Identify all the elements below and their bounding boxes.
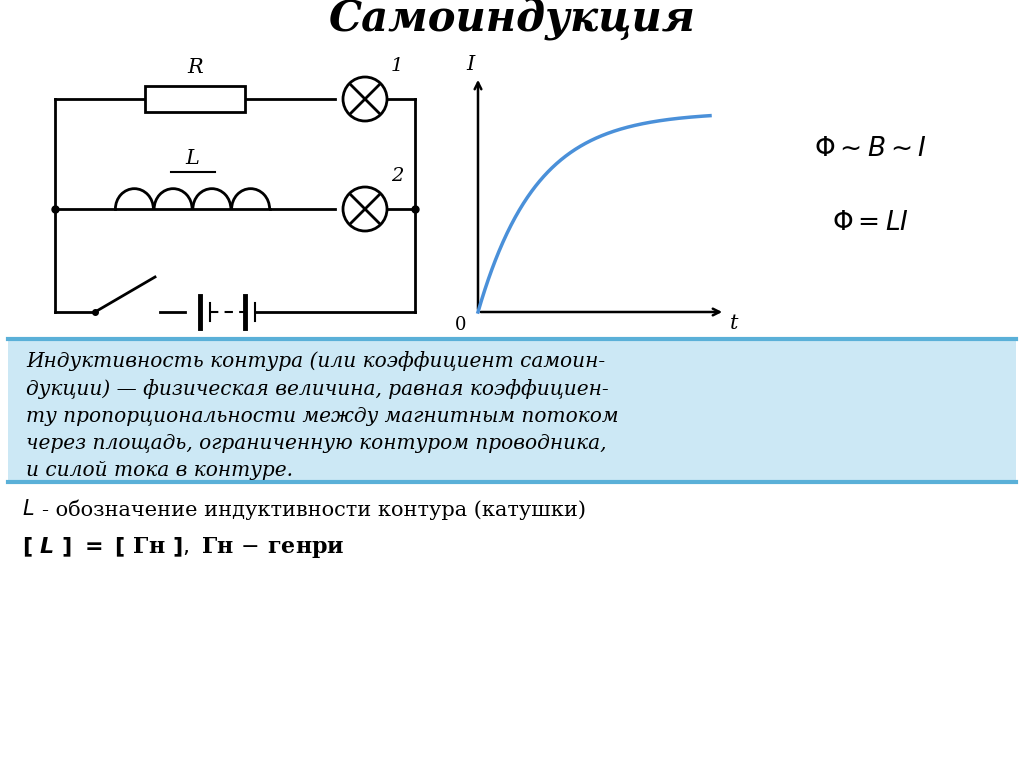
Bar [8, 339, 1016, 482]
Text: $L$: $L$ [22, 499, 35, 519]
Text: - обозначение индуктивности контура (катушки): - обозначение индуктивности контура (кат… [42, 499, 586, 519]
Text: 0: 0 [455, 316, 466, 334]
Text: L: L [185, 149, 200, 168]
Text: t: t [730, 314, 738, 333]
Text: $\Phi = LI$: $\Phi = LI$ [831, 209, 908, 235]
Text: 1: 1 [391, 57, 403, 75]
Text: $\mathbf{[}$ $\boldsymbol{L}$ $\mathbf{]}$ $\mathbf{=}$ $\mathbf{[}$ Гн $\mathbf: $\mathbf{[}$ $\boldsymbol{L}$ $\mathbf{]… [22, 535, 345, 560]
Text: 2: 2 [391, 167, 403, 185]
Text: Самоиндукция: Самоиндукция [329, 0, 695, 40]
Text: $\Phi \sim B \sim I$: $\Phi \sim B \sim I$ [814, 137, 927, 162]
Text: Индуктивность контура (или коэффициент самоин-
дукции) — физическая величина, ра: Индуктивность контура (или коэффициент с… [26, 351, 618, 479]
Text: R: R [187, 58, 203, 77]
Text: I: I [466, 55, 474, 74]
Bar [145, 86, 245, 112]
